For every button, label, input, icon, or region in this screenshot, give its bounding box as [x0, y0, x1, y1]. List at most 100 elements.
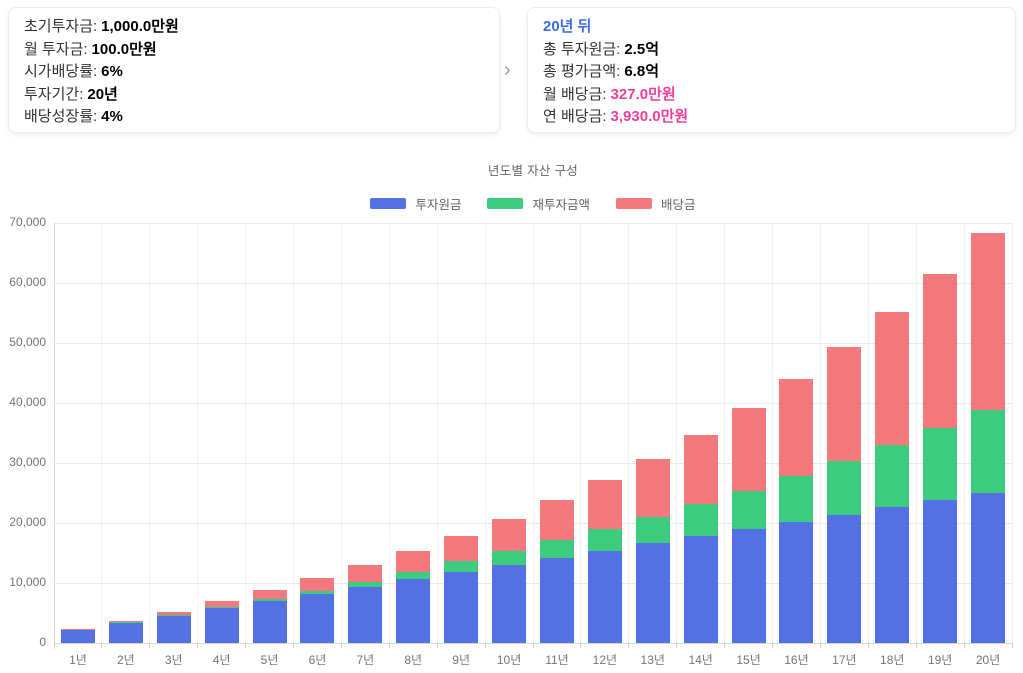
bar-7년-reinvested[interactable] — [348, 581, 383, 587]
bar-18년-dividends[interactable] — [875, 312, 910, 445]
bar-7년-principal[interactable] — [348, 586, 383, 643]
bar-4년-dividends[interactable] — [204, 601, 239, 607]
legend-item-principal[interactable]: 투자원금 — [370, 194, 461, 213]
bar-14년-principal[interactable] — [683, 536, 718, 643]
bar-12년-reinvested[interactable] — [587, 529, 622, 551]
bar-18년-principal[interactable] — [875, 507, 910, 643]
result-title: 20년 뒤 — [543, 18, 592, 35]
gridline-x-6 — [340, 223, 342, 643]
gridline-x-16 — [819, 223, 821, 643]
bar-9년-dividends[interactable] — [444, 535, 479, 562]
bar-14년-dividends[interactable] — [683, 434, 718, 505]
result-monthly-dividend: 월 배당금: 327.0만원 — [543, 85, 676, 103]
gridline-x-7 — [388, 223, 390, 643]
bar-10년-principal[interactable] — [492, 565, 527, 643]
y-axis-label-70000: 70,000 — [9, 215, 46, 229]
bar-6년-principal[interactable] — [300, 593, 335, 643]
bar-9년-principal[interactable] — [444, 572, 479, 643]
bar-12년-principal[interactable] — [587, 550, 622, 643]
result-summary-card: 20년 뒤 총 투자원금: 2.5억 총 평가금액: 6.8억 월 배당금: 327.… — [527, 7, 1016, 133]
bar-13년-principal[interactable] — [635, 543, 670, 643]
bar-16년-principal[interactable] — [779, 521, 814, 643]
input-monthly-investment: 월 투자금: 100.0만원 — [24, 40, 157, 58]
bar-18년-reinvested[interactable] — [875, 445, 910, 508]
bar-5년-dividends[interactable] — [252, 589, 287, 599]
bar-20년-principal[interactable] — [971, 493, 1006, 643]
bar-10년-reinvested[interactable] — [492, 550, 527, 565]
bar-15년-dividends[interactable] — [731, 407, 766, 491]
gridline-x-19 — [963, 223, 965, 643]
bar-1년-dividends[interactable] — [60, 629, 95, 630]
bar-20년-reinvested[interactable] — [971, 409, 1006, 493]
x-axis-label-1년: 1년 — [69, 653, 87, 667]
bar-11년-dividends[interactable] — [539, 500, 574, 541]
bar-5년-principal[interactable] — [252, 601, 287, 643]
x-axis-label-9년: 9년 — [452, 653, 470, 667]
bar-3년-reinvested[interactable] — [156, 614, 191, 616]
legend-item-reinvested[interactable]: 재투자금액 — [487, 194, 590, 213]
x-axis-tick-4 — [245, 643, 247, 648]
x-axis-tick-13 — [676, 643, 678, 648]
x-axis-label-17년: 17년 — [832, 653, 857, 667]
chart-title: 년도별 자산 구성 — [487, 164, 579, 178]
bar-13년-dividends[interactable] — [635, 458, 670, 517]
bar-20년-dividends[interactable] — [971, 232, 1006, 410]
x-axis-label-8년: 8년 — [404, 653, 423, 667]
bar-12년-dividends[interactable] — [587, 480, 622, 529]
gridline-x-13 — [676, 223, 678, 643]
y-axis-label-50000: 50,000 — [9, 335, 46, 349]
bar-17년-dividends[interactable] — [827, 347, 862, 461]
y-axis-label-10000: 10,000 — [9, 575, 46, 589]
bar-9년-reinvested[interactable] — [444, 561, 479, 573]
bar-8년-dividends[interactable] — [396, 550, 431, 573]
bar-19년-reinvested[interactable] — [923, 427, 958, 501]
bar-3년-dividends[interactable] — [156, 611, 191, 615]
bar-17년-principal[interactable] — [827, 514, 862, 643]
x-axis-label-5년: 5년 — [260, 653, 279, 667]
bar-11년-principal[interactable] — [539, 557, 574, 643]
bar-14년-reinvested[interactable] — [683, 504, 718, 537]
bar-2년-principal[interactable] — [108, 622, 143, 643]
bar-11년-reinvested[interactable] — [539, 540, 574, 558]
bar-5년-reinvested[interactable] — [252, 598, 287, 601]
legend-item-dividends[interactable]: 배당금 — [616, 194, 696, 213]
x-axis-tick-8 — [436, 643, 438, 648]
bar-16년-dividends[interactable] — [779, 379, 814, 477]
bar-8년-reinvested[interactable] — [396, 572, 431, 580]
gridline-x-11 — [580, 223, 582, 643]
x-axis-tick-7 — [388, 643, 390, 648]
x-axis-label-10년: 10년 — [496, 653, 522, 667]
x-axis-tick-10 — [532, 643, 534, 648]
x-axis-tick-15 — [772, 643, 773, 648]
bar-6년-dividends[interactable] — [300, 577, 335, 591]
bar-4년-principal[interactable] — [204, 608, 239, 643]
x-axis-label-3년: 3년 — [164, 653, 183, 667]
bar-3년-principal[interactable] — [156, 615, 191, 643]
bar-1년-principal[interactable] — [60, 629, 95, 643]
bar-10년-dividends[interactable] — [492, 519, 527, 551]
x-axis-label-6년: 6년 — [308, 653, 327, 667]
x-axis-tick-0 — [53, 643, 55, 648]
bar-19년-principal[interactable] — [923, 500, 958, 643]
bar-4년-reinvested[interactable] — [204, 607, 239, 609]
bar-6년-reinvested[interactable] — [300, 590, 335, 594]
bar-8년-principal[interactable] — [396, 579, 431, 643]
bar-7년-dividends[interactable] — [348, 565, 383, 582]
x-axis-tick-3 — [197, 643, 199, 648]
bar-17년-reinvested[interactable] — [827, 460, 862, 515]
bar-15년-principal[interactable] — [731, 529, 766, 643]
x-axis-tick-2 — [149, 643, 151, 648]
x-axis-label-16년: 16년 — [784, 653, 809, 667]
bar-19년-dividends[interactable] — [923, 274, 958, 428]
input-investment-period: 투자기간: 20년 — [24, 85, 118, 103]
gridline-x-14 — [724, 223, 726, 643]
bar-16년-reinvested[interactable] — [779, 476, 814, 522]
x-axis-tick-1 — [101, 643, 103, 648]
bar-13년-reinvested[interactable] — [635, 517, 670, 544]
x-axis-label-14년: 14년 — [688, 653, 713, 667]
x-axis-tick-16 — [819, 643, 821, 648]
bar-15년-reinvested[interactable] — [731, 490, 766, 529]
bar-2년-dividends[interactable] — [108, 621, 143, 623]
x-axis-tick-9 — [484, 643, 486, 648]
